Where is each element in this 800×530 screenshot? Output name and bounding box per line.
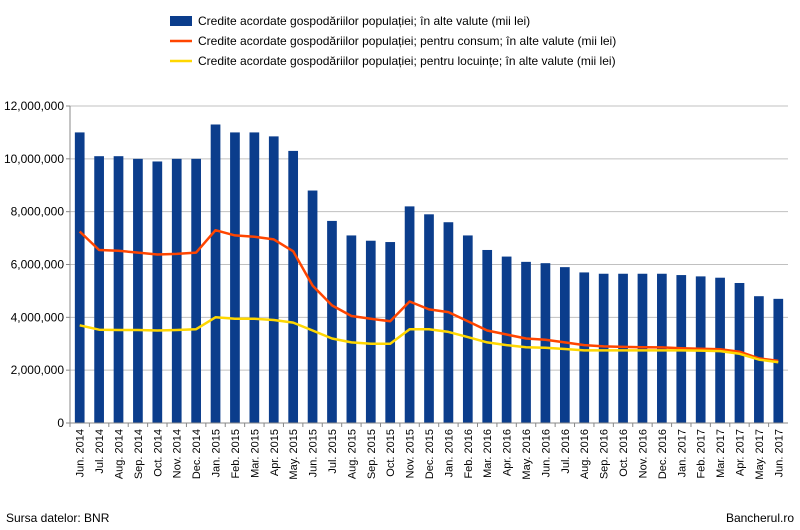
x-tick-label: Aug. 2015 — [346, 429, 358, 479]
x-tick-label: May. 2015 — [288, 429, 300, 480]
x-tick-label: Nov. 2016 — [637, 429, 649, 478]
x-tick-label: Apr. 2015 — [269, 429, 281, 476]
bar — [327, 220, 337, 423]
x-tick-label: Mar. 2016 — [482, 429, 494, 478]
bar — [540, 263, 551, 423]
x-tick-label: Oct. 2016 — [618, 429, 630, 477]
y-tick-label: 10,000,000 — [4, 152, 64, 166]
line-series — [78, 228, 779, 364]
x-tick-label: Dec. 2016 — [657, 429, 669, 479]
x-tick-label: Apr. 2016 — [502, 429, 514, 476]
x-tick-label: Jun. 2017 — [773, 429, 785, 477]
bar — [424, 214, 434, 423]
bar — [94, 156, 104, 424]
bar — [230, 132, 240, 423]
x-tick-label: Nov. 2014 — [172, 429, 184, 478]
bar — [268, 136, 279, 424]
y-tick-label: 4,000,000 — [11, 310, 65, 324]
x-tick-label: Jan. 2016 — [443, 429, 455, 477]
bar — [365, 240, 376, 423]
bar — [191, 158, 201, 424]
x-tick-label: Sep. 2014 — [133, 429, 145, 479]
bar — [133, 158, 143, 424]
x-tick-label: Dec. 2014 — [191, 429, 203, 479]
x-tick-label: Feb. 2017 — [696, 429, 708, 479]
bar — [346, 235, 357, 423]
legend-label: Credite acordate gospodăriilor populație… — [198, 34, 616, 48]
y-tick-label: 12,000,000 — [4, 99, 64, 113]
bar — [501, 256, 512, 423]
bar — [404, 206, 415, 423]
x-tick-label: Sep. 2015 — [366, 429, 378, 479]
x-tick-label: Mar. 2017 — [715, 429, 727, 478]
x-tick-label: Oct. 2015 — [385, 429, 397, 477]
x-tick-label: Jul. 2014 — [94, 429, 106, 474]
x-tick-label: Jun. 2014 — [75, 429, 87, 477]
y-tick-label: 6,000,000 — [11, 258, 65, 272]
x-tick-label: Feb. 2015 — [230, 429, 242, 479]
bar — [288, 150, 299, 424]
bar — [598, 273, 609, 423]
source-note: Sursa datelor: BNR — [6, 511, 110, 525]
bar — [307, 190, 318, 423]
bar — [559, 267, 570, 423]
x-tick-label: Nov. 2015 — [405, 429, 417, 478]
legend-label: Credite acordate gospodăriilor populație… — [198, 54, 616, 68]
x-tick-label: Jul. 2016 — [560, 429, 572, 474]
bar-series — [74, 124, 784, 424]
x-tick-label: Dec. 2015 — [424, 429, 436, 479]
legend-swatch — [170, 16, 192, 26]
x-tick-label: Aug. 2016 — [579, 429, 591, 479]
x-tick-label: Feb. 2016 — [463, 429, 475, 479]
axes — [66, 105, 788, 427]
bar — [443, 222, 454, 423]
legend-label: Credite acordate gospodăriilor populație… — [198, 14, 530, 28]
bar — [618, 273, 628, 423]
bar — [152, 161, 163, 423]
bar — [521, 261, 531, 423]
bar — [462, 235, 473, 423]
bar — [773, 298, 784, 423]
x-tick-label: Jan. 2017 — [676, 429, 688, 477]
bar — [210, 124, 221, 423]
x-tick-label: Aug. 2014 — [114, 429, 126, 479]
bar — [249, 132, 260, 423]
x-tick-label: Jun. 2015 — [308, 429, 320, 477]
y-tick-label: 0 — [57, 416, 64, 430]
bar — [171, 158, 182, 424]
bar — [579, 272, 590, 423]
brand-label: Bancherul.ro — [725, 511, 794, 525]
bar — [113, 156, 124, 424]
x-axis-ticks: Jun. 2014 Jul. 2014 Aug. 2014 Sep. 2014 Oct.… — [75, 429, 786, 480]
y-tick-label: 8,000,000 — [11, 205, 65, 219]
x-tick-label: Jun. 2016 — [540, 429, 552, 477]
x-tick-label: Sep. 2016 — [599, 429, 611, 479]
series-line — [78, 228, 779, 363]
x-tick-label: May. 2016 — [521, 429, 533, 480]
bar — [385, 242, 396, 423]
y-axis-ticks: 0 2,000,000 4,000,000 6,000,000 8,000,000 10,… — [4, 99, 64, 430]
x-tick-label: Jan. 2015 — [211, 429, 223, 477]
y-tick-label: 2,000,000 — [11, 363, 65, 377]
x-tick-label: Apr. 2017 — [734, 429, 746, 476]
x-tick-label: Oct. 2014 — [152, 429, 164, 477]
bar — [482, 249, 493, 423]
legend: Credite acordate gospodăriilor populație… — [170, 14, 616, 68]
x-tick-label: Jul. 2015 — [327, 429, 339, 474]
x-tick-label: May. 2017 — [754, 429, 766, 480]
bar — [74, 132, 85, 423]
x-tick-label: Mar. 2015 — [249, 429, 261, 478]
series-line — [79, 316, 779, 364]
